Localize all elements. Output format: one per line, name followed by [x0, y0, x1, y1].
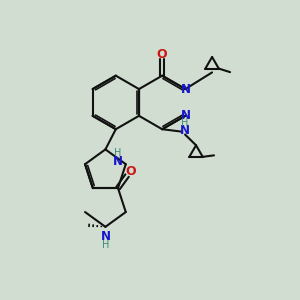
Text: N: N	[181, 109, 191, 122]
Text: N: N	[180, 124, 190, 137]
Text: O: O	[157, 48, 167, 62]
Text: N: N	[112, 155, 122, 168]
Text: H: H	[181, 118, 188, 128]
Text: N: N	[181, 82, 191, 96]
Text: H: H	[114, 148, 121, 158]
Text: H: H	[102, 240, 109, 250]
Text: N: N	[100, 230, 110, 243]
Text: O: O	[125, 165, 136, 178]
